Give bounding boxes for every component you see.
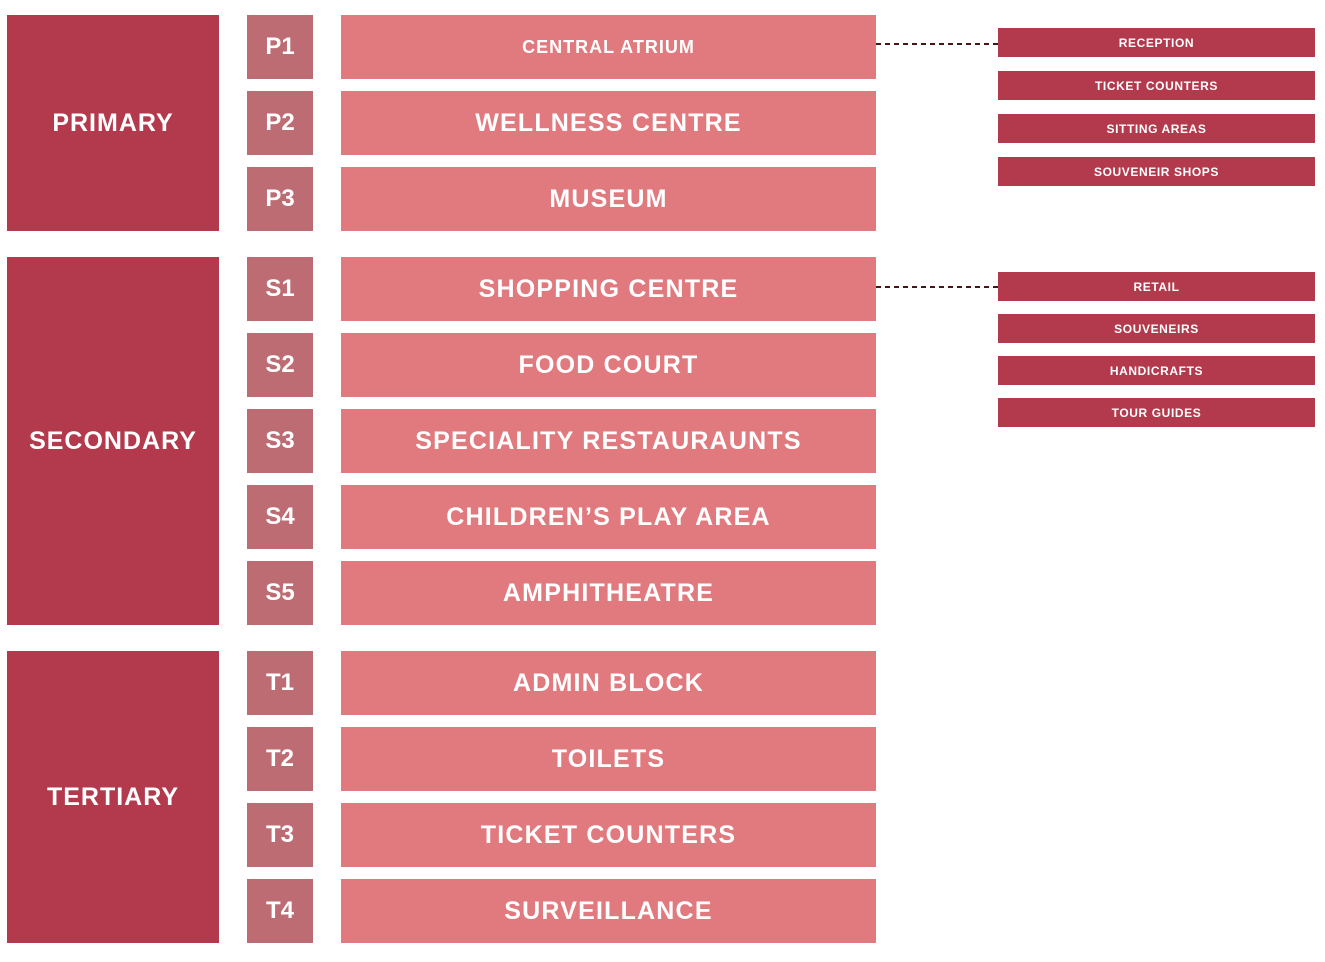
code-badge-s1: S1 bbox=[247, 257, 313, 321]
code-badge-t4: T4 bbox=[247, 879, 313, 943]
row-s3: S3 SPECIALITY RESTAURAUNTS bbox=[247, 409, 876, 473]
group-secondary: SECONDARY S1 SHOPPING CENTRE S2 FOOD COU… bbox=[7, 257, 876, 625]
bar-ticket-counters: TICKET COUNTERS bbox=[341, 803, 876, 867]
secondary-rows: S1 SHOPPING CENTRE S2 FOOD COURT S3 SPEC… bbox=[247, 257, 876, 625]
row-s5: S5 AMPHITHEATRE bbox=[247, 561, 876, 625]
secondary-category-label: SECONDARY bbox=[29, 426, 197, 455]
subbar-sitting-areas: SITTING AREAS bbox=[998, 114, 1315, 143]
code-badge-p2: P2 bbox=[247, 91, 313, 155]
code-badge-s2: S2 bbox=[247, 333, 313, 397]
group-primary: PRIMARY P1 CENTRAL ATRIUM P2 WELLNESS CE… bbox=[7, 15, 876, 231]
bar-childrens-play-area: CHILDREN’S PLAY AREA bbox=[341, 485, 876, 549]
row-t2: T2 TOILETS bbox=[247, 727, 876, 791]
code-badge-s3: S3 bbox=[247, 409, 313, 473]
bar-surveillance: SURVEILLANCE bbox=[341, 879, 876, 943]
bar-shopping-centre: SHOPPING CENTRE bbox=[341, 257, 876, 321]
row-p3: P3 MUSEUM bbox=[247, 167, 876, 231]
bar-central-atrium: CENTRAL ATRIUM bbox=[341, 15, 876, 79]
bar-museum: MUSEUM bbox=[341, 167, 876, 231]
row-p2: P2 WELLNESS CENTRE bbox=[247, 91, 876, 155]
secondary-category-block: SECONDARY bbox=[7, 257, 219, 625]
bar-toilets: TOILETS bbox=[341, 727, 876, 791]
groups-column: PRIMARY P1 CENTRAL ATRIUM P2 WELLNESS CE… bbox=[7, 15, 876, 943]
row-s1: S1 SHOPPING CENTRE bbox=[247, 257, 876, 321]
row-s4: S4 CHILDREN’S PLAY AREA bbox=[247, 485, 876, 549]
row-t4: T4 SURVEILLANCE bbox=[247, 879, 876, 943]
primary-rows: P1 CENTRAL ATRIUM P2 WELLNESS CENTRE P3 … bbox=[247, 15, 876, 231]
tertiary-category-label: TERTIARY bbox=[46, 782, 180, 811]
row-p1: P1 CENTRAL ATRIUM bbox=[247, 15, 876, 79]
subbar-ticket-counters: TICKET COUNTERS bbox=[998, 71, 1315, 100]
subbar-souveneir-shops: SOUVENEIR SHOPS bbox=[998, 157, 1315, 186]
group-tertiary: TERTIARY T1 ADMIN BLOCK T2 TOILETS T3 TI… bbox=[7, 651, 876, 943]
sublist-central-atrium: RECEPTION TICKET COUNTERS SITTING AREAS … bbox=[998, 28, 1315, 186]
tertiary-category-block: TERTIARY bbox=[7, 651, 219, 943]
sublist-shopping-centre: RETAIL SOUVENEIRS HANDICRAFTS TOUR GUIDE… bbox=[998, 272, 1315, 427]
dashed-connector-central-atrium bbox=[876, 43, 998, 45]
bar-speciality-restauraunts: SPECIALITY RESTAURAUNTS bbox=[341, 409, 876, 473]
subbar-handicrafts: HANDICRAFTS bbox=[998, 356, 1315, 385]
code-badge-t1: T1 bbox=[247, 651, 313, 715]
row-t3: T3 TICKET COUNTERS bbox=[247, 803, 876, 867]
code-badge-t2: T2 bbox=[247, 727, 313, 791]
primary-category-block: PRIMARY bbox=[7, 15, 219, 231]
code-badge-p3: P3 bbox=[247, 167, 313, 231]
subbar-souveneirs: SOUVENEIRS bbox=[998, 314, 1315, 343]
primary-category-label: PRIMARY bbox=[52, 108, 174, 137]
tertiary-rows: T1 ADMIN BLOCK T2 TOILETS T3 TICKET COUN… bbox=[247, 651, 876, 943]
subbar-tour-guides: TOUR GUIDES bbox=[998, 398, 1315, 427]
bar-wellness-centre: WELLNESS CENTRE bbox=[341, 91, 876, 155]
row-s2: S2 FOOD COURT bbox=[247, 333, 876, 397]
code-badge-p1: P1 bbox=[247, 15, 313, 79]
subbar-retail: RETAIL bbox=[998, 272, 1315, 301]
code-badge-t3: T3 bbox=[247, 803, 313, 867]
row-t1: T1 ADMIN BLOCK bbox=[247, 651, 876, 715]
bar-amphitheatre: AMPHITHEATRE bbox=[341, 561, 876, 625]
code-badge-s4: S4 bbox=[247, 485, 313, 549]
bar-admin-block: ADMIN BLOCK bbox=[341, 651, 876, 715]
dashed-connector-shopping-centre bbox=[876, 286, 998, 288]
bar-food-court: FOOD COURT bbox=[341, 333, 876, 397]
code-badge-s5: S5 bbox=[247, 561, 313, 625]
subbar-reception: RECEPTION bbox=[998, 28, 1315, 57]
